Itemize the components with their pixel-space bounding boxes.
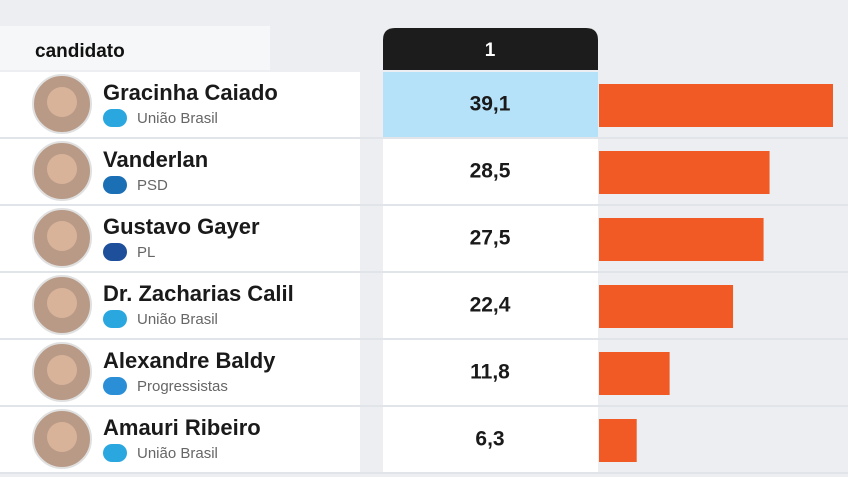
party-name: União Brasil [137,110,218,127]
value-label: 28,5 [470,160,511,183]
header-cell [0,26,270,70]
bar [599,352,670,395]
bar [599,218,764,261]
value-cell [383,206,598,271]
party-icon [103,176,127,194]
column-label: 1 [485,40,496,61]
avatar-face [47,422,77,452]
bar [599,419,637,462]
avatar-face [47,355,77,385]
candidate-name: Vanderlan [103,147,208,172]
candidate-name: Gracinha Caiado [103,80,278,105]
party-icon [103,444,127,462]
value-label: 6,3 [475,428,504,451]
column-tab [383,28,598,70]
party-name: União Brasil [137,311,218,328]
value-label: 39,1 [470,93,511,116]
candidate-name: Amauri Ribeiro [103,415,261,440]
value-cell [383,407,598,472]
avatar-face [47,154,77,184]
value-label: 22,4 [470,294,511,317]
party-name: PL [137,244,155,261]
party-icon [103,109,127,127]
party-name: Progressistas [137,378,228,395]
candidate-name: Gustavo Gayer [103,214,260,239]
bar [599,84,833,127]
party-icon [103,243,127,261]
value-label: 27,5 [470,227,511,250]
party-icon [103,377,127,395]
party-name: PSD [137,177,168,194]
value-label: 11,8 [470,361,510,384]
avatar-face [47,288,77,318]
bar [599,151,770,194]
value-cell [383,72,598,137]
party-name: União Brasil [137,445,218,462]
avatar-face [47,87,77,117]
party-icon [103,310,127,328]
bar [599,285,734,328]
candidate-name: Dr. Zacharias Calil [103,281,294,306]
avatar-face [47,221,77,251]
header-label: candidato [35,41,125,62]
value-cell [383,340,598,405]
candidate-name: Alexandre Baldy [103,348,276,373]
value-cell [383,139,598,204]
value-cell [383,273,598,338]
